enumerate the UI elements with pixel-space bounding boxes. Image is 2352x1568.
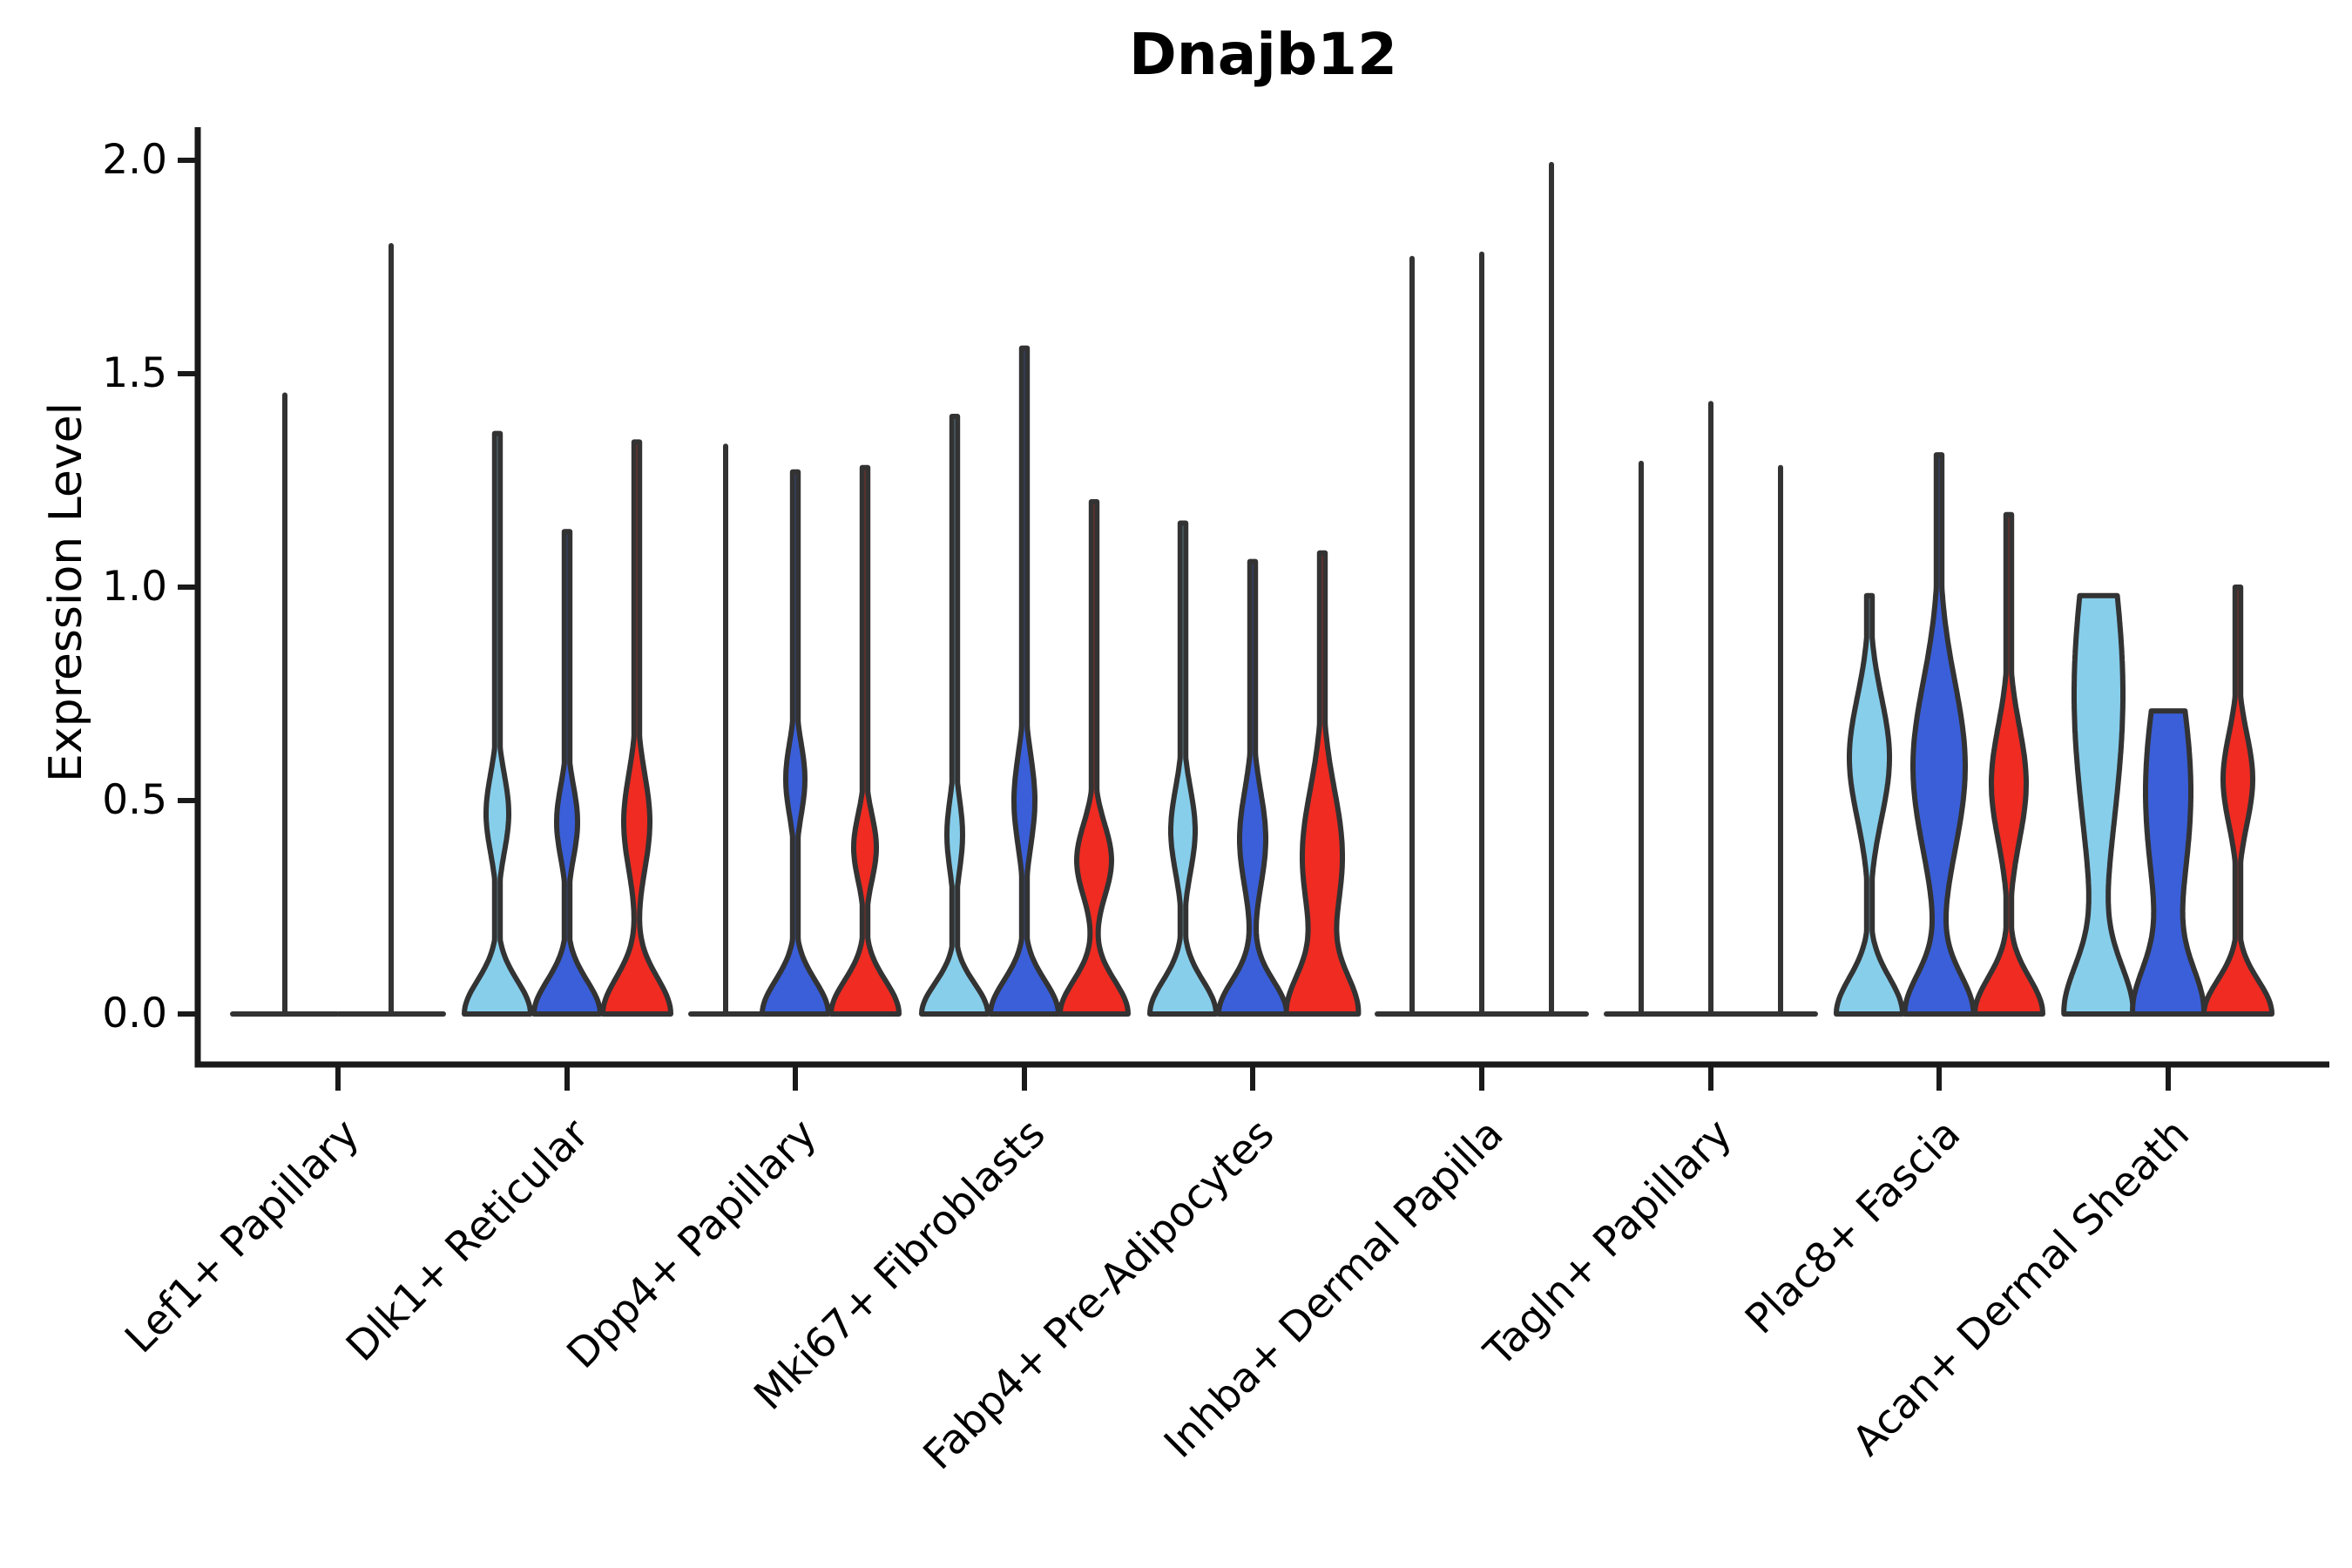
- y-tick-label: 0.0: [102, 990, 167, 1037]
- violin-dark_blue: [531, 529, 603, 1017]
- chart-title: Dnajb12: [1128, 21, 1398, 88]
- violin-red: [1972, 511, 2045, 1017]
- violin-light_blue: [1147, 520, 1219, 1017]
- violin-red: [2201, 585, 2274, 1017]
- violin-dark_blue: [1216, 558, 1289, 1017]
- violin-red: [600, 439, 673, 1017]
- violin-light_blue: [2061, 592, 2136, 1017]
- violin-dark_blue: [988, 345, 1061, 1017]
- y-tick-label: 2.0: [102, 136, 167, 184]
- y-tick-label: 1.5: [102, 349, 167, 397]
- violin-dark_blue: [1902, 452, 1977, 1017]
- violin-dark_blue: [2130, 708, 2207, 1017]
- violin-light_blue: [919, 414, 990, 1017]
- y-tick-label: 0.5: [102, 776, 167, 824]
- violin-light_blue: [1834, 592, 1905, 1017]
- violin-dark_blue: [760, 469, 831, 1017]
- violin-red: [1058, 499, 1131, 1017]
- y-tick-label: 1.0: [102, 563, 167, 611]
- violin-light_blue: [462, 430, 533, 1017]
- violin-red: [828, 464, 902, 1017]
- violin-red: [1283, 550, 1362, 1017]
